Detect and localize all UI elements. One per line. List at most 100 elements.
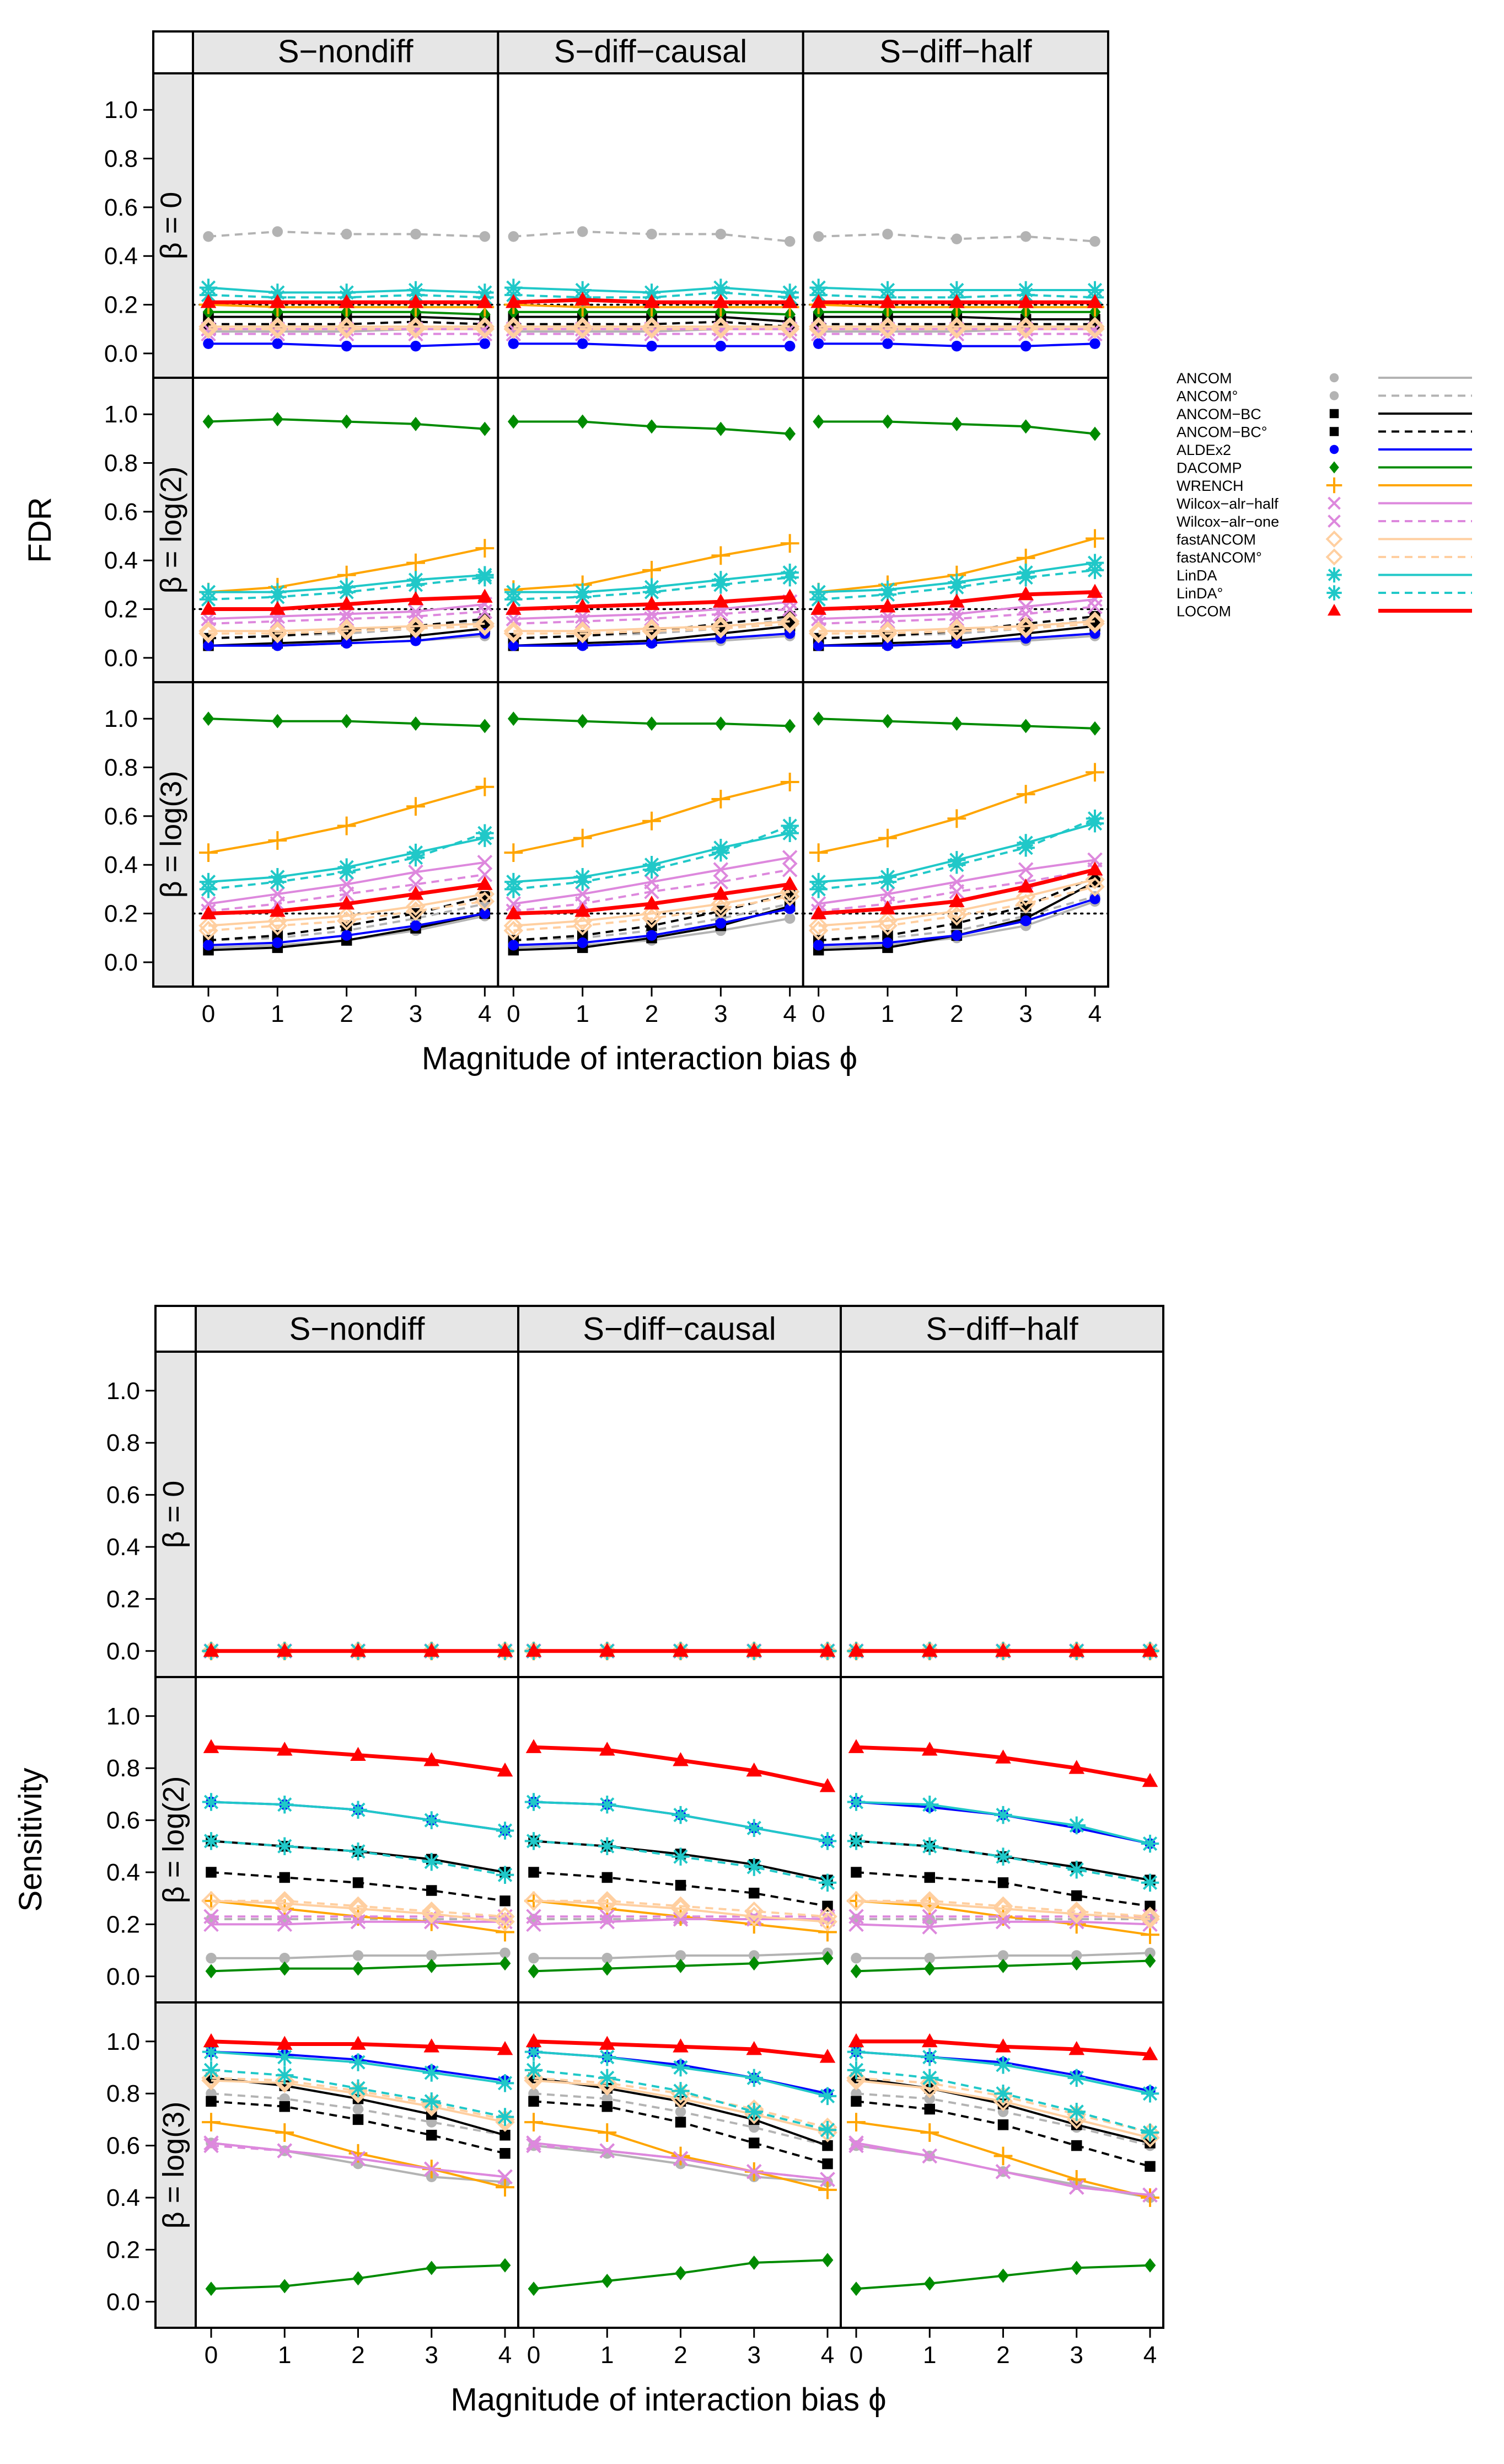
data-point — [808, 915, 829, 936]
series-linda-o — [199, 568, 494, 609]
data-point — [276, 1742, 293, 1756]
data-point — [475, 616, 495, 636]
data-point — [994, 2056, 1012, 2074]
data-point — [813, 640, 824, 651]
data-point — [813, 231, 824, 242]
series-dacomp — [850, 1953, 1156, 1979]
series-line — [513, 895, 791, 932]
data-point — [268, 831, 287, 850]
data-point — [526, 1909, 541, 1925]
data-point — [352, 1950, 364, 1961]
data-point — [524, 1832, 543, 1850]
data-point — [784, 903, 796, 914]
data-point — [995, 2164, 1011, 2179]
data-point — [496, 2108, 514, 2126]
data-point — [675, 1879, 686, 1891]
data-point — [780, 611, 800, 631]
data-point — [673, 1752, 689, 1766]
data-point — [503, 319, 524, 339]
legend-item-fastancom: fastANCOM — [1177, 531, 1472, 548]
legend-marker — [1325, 548, 1343, 566]
y-tick-label: 1.0 — [106, 1703, 140, 1730]
data-point — [711, 898, 731, 919]
y-tick-label: 1.0 — [104, 705, 138, 732]
series-line — [818, 817, 1095, 891]
data-point — [1142, 1642, 1158, 1657]
series-wrench — [809, 763, 1104, 863]
data-point — [599, 2036, 615, 2050]
legend-item-wilcox-alr-one: Wilcox−alr−one — [1177, 513, 1472, 530]
data-point — [202, 1793, 221, 1811]
series-dacomp — [507, 414, 796, 441]
data-point — [642, 621, 662, 641]
data-point — [267, 910, 288, 931]
data-point — [476, 824, 494, 843]
data-point — [350, 1642, 366, 1657]
data-point — [947, 906, 967, 926]
series-locom — [200, 588, 493, 615]
panel-r2-c1 — [192, 412, 499, 651]
data-point — [497, 2041, 513, 2055]
column-strip-label: S−nondiff — [289, 1311, 426, 1347]
data-point — [496, 1822, 514, 1840]
series-linda — [199, 829, 494, 891]
series-linda-o — [202, 2061, 514, 2126]
data-point — [497, 2169, 513, 2185]
data-point — [475, 539, 495, 558]
data-point — [782, 850, 798, 865]
data-point — [574, 598, 590, 613]
data-point — [202, 2113, 221, 2132]
data-point — [818, 1906, 837, 1927]
data-point — [947, 319, 967, 339]
series-linda-o — [809, 810, 1104, 898]
data-point — [810, 896, 826, 912]
data-point — [573, 588, 592, 606]
data-point — [672, 2082, 690, 2100]
series-locom — [506, 588, 798, 615]
legend-label: ANCOM — [1177, 370, 1232, 387]
data-point — [924, 2103, 935, 2115]
data-point — [808, 623, 829, 644]
data-point — [711, 894, 731, 914]
series-ancom-bc-o — [206, 1867, 511, 1906]
legend-label: ANCOM−BC — [1177, 406, 1261, 422]
data-point — [746, 1762, 762, 1777]
x-tick-label: 2 — [340, 1000, 353, 1027]
data-point — [712, 283, 730, 302]
data-point — [1140, 1909, 1160, 1929]
data-point — [1016, 616, 1036, 636]
data-point — [993, 1896, 1013, 1916]
column-strip-label: S−diff−causal — [554, 34, 747, 69]
data-point — [851, 1867, 862, 1878]
data-point — [198, 920, 218, 941]
data-point — [598, 2123, 617, 2142]
data-point — [994, 1806, 1012, 1824]
data-point — [847, 2061, 866, 2079]
data-point — [426, 1958, 438, 1973]
data-point — [713, 294, 729, 308]
data-point — [198, 319, 218, 339]
data-point — [410, 716, 422, 731]
series-dacomp — [813, 711, 1101, 736]
legend-marker — [1329, 427, 1339, 436]
data-point — [1144, 1953, 1156, 1968]
data-point — [780, 614, 800, 634]
series-locom — [203, 1739, 513, 1777]
data-point — [1071, 2261, 1083, 2275]
legend-label: ALDEx2 — [1177, 442, 1231, 458]
data-point — [643, 294, 660, 308]
data-point — [352, 2114, 364, 2125]
series-line — [818, 878, 1095, 927]
data-point — [508, 940, 519, 951]
data-point — [1016, 317, 1036, 337]
data-point — [349, 2053, 367, 2071]
data-point — [198, 623, 218, 644]
series-dacomp — [205, 2258, 511, 2296]
data-point — [503, 621, 524, 641]
data-point — [810, 601, 826, 615]
y-tick-label: 0.4 — [106, 2184, 140, 2211]
data-point — [336, 910, 357, 931]
series-dacomp — [528, 1951, 834, 1979]
column-strip-label: S−diff−half — [926, 1311, 1078, 1347]
